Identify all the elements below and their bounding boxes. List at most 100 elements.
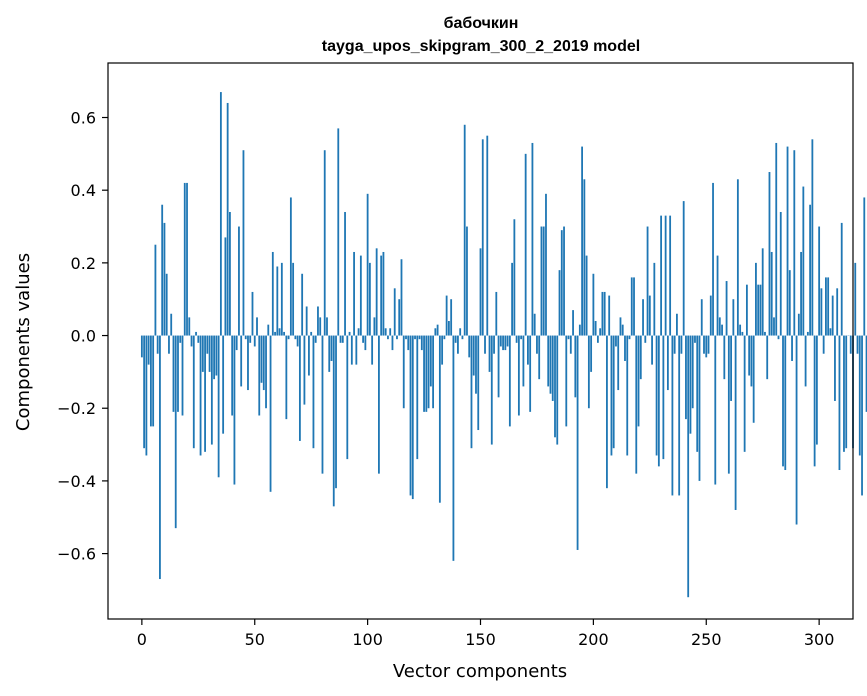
bar [357, 328, 360, 336]
bar [542, 226, 545, 336]
bar [423, 335, 425, 412]
bar [723, 335, 726, 380]
bar [793, 150, 796, 336]
bar [258, 335, 261, 416]
chart-title-line2: tayga_upos_skipgram_300_2_2019 model [322, 38, 640, 55]
bar [671, 335, 674, 496]
bar [809, 204, 812, 336]
bar [619, 317, 622, 336]
bar [520, 335, 523, 340]
bar [287, 335, 290, 340]
bar [359, 255, 362, 336]
bar [344, 211, 346, 336]
bar [576, 335, 579, 550]
bar [156, 335, 159, 354]
y-tick-label: −0.4 [57, 472, 96, 491]
bar [748, 335, 751, 376]
bar [653, 262, 656, 336]
bar [140, 335, 143, 358]
bar [276, 266, 279, 336]
bar [195, 331, 197, 336]
bar [472, 335, 475, 376]
bar [371, 335, 374, 365]
bar [800, 251, 802, 336]
bar [278, 328, 281, 336]
bar [172, 335, 175, 412]
bar [215, 335, 218, 376]
bar [314, 335, 317, 343]
bar [626, 335, 629, 456]
bar [725, 281, 728, 336]
bar [497, 335, 500, 398]
bar [427, 335, 430, 409]
bar [587, 335, 590, 409]
bar [353, 251, 355, 336]
bar [802, 186, 805, 336]
x-axis: 0 50 100 150 200 250 300 [137, 619, 834, 649]
bar [829, 328, 832, 336]
bar [454, 335, 457, 343]
bar [274, 331, 276, 336]
bar [411, 335, 414, 500]
bar [231, 335, 234, 416]
bar [651, 335, 653, 365]
bar [714, 335, 717, 485]
bar [797, 313, 800, 336]
bar [592, 273, 595, 336]
bar [621, 324, 624, 336]
bar [515, 335, 518, 343]
bar [312, 335, 315, 449]
bar [646, 226, 649, 336]
bar [825, 277, 827, 336]
bar [574, 335, 577, 398]
x-tick-label: 100 [352, 630, 383, 649]
bar [308, 335, 310, 376]
bar [416, 335, 419, 460]
bar [700, 299, 703, 336]
bar [813, 335, 816, 467]
bar [606, 335, 608, 489]
bar [283, 331, 285, 336]
bar [380, 255, 383, 336]
bar [583, 179, 586, 336]
bar [335, 335, 337, 489]
bar [752, 335, 755, 423]
y-tick-label: −0.2 [57, 399, 96, 418]
bar [265, 335, 267, 409]
bar [199, 335, 202, 456]
bar [400, 259, 403, 336]
bar [346, 335, 349, 460]
bar [522, 335, 525, 387]
bar [396, 335, 398, 340]
bar [540, 226, 543, 336]
bar [662, 335, 665, 460]
bar [743, 335, 746, 452]
bar [332, 335, 335, 507]
bar [849, 335, 852, 354]
bar [757, 284, 760, 336]
bar [718, 317, 721, 336]
bar [660, 215, 663, 336]
bar [280, 262, 283, 336]
bar [339, 335, 342, 343]
bar [373, 317, 376, 336]
bar [705, 335, 708, 358]
bar [727, 335, 730, 474]
bar [233, 335, 236, 485]
y-tick-label: 0.6 [71, 109, 96, 128]
bar [490, 335, 493, 445]
bar [463, 124, 466, 336]
y-axis-label: Components values [13, 253, 34, 431]
y-tick-label: 0.4 [71, 181, 96, 200]
bar [267, 324, 270, 336]
bar [477, 335, 480, 431]
bar [865, 335, 867, 412]
bar [405, 335, 407, 340]
bar [533, 313, 536, 336]
bar [219, 92, 222, 336]
bar [791, 335, 793, 361]
bar [235, 335, 238, 351]
bar [610, 335, 613, 456]
x-tick-label: 50 [245, 630, 265, 649]
bar [398, 299, 401, 336]
